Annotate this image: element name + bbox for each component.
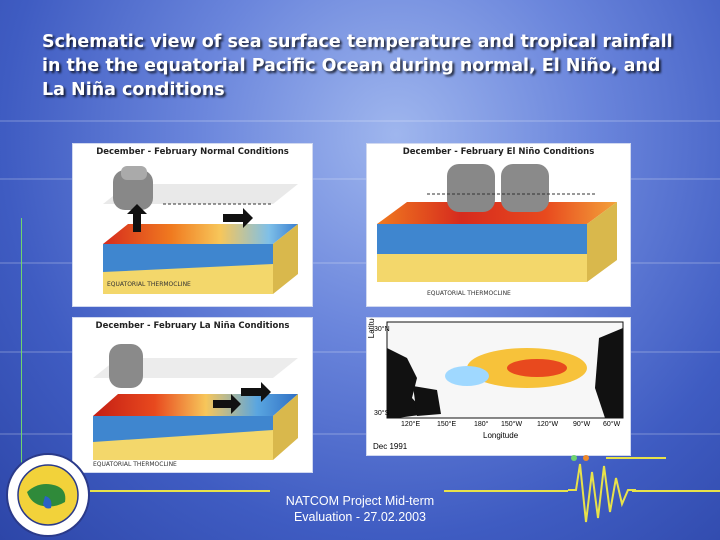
decorative-line [606, 457, 666, 459]
convection-cloud-icon [109, 344, 143, 388]
lat-tick: 30°N [374, 326, 390, 333]
convection-cloud-icon [447, 164, 549, 212]
thermocline-label: EQUATORIAL THERMOCLINE [427, 290, 511, 297]
background-streak [0, 351, 720, 353]
el-nino-conditions-panel: December - February El Niño Conditions E… [366, 143, 631, 307]
slide-footer: NATCOM Project Mid-term Evaluation - 27.… [262, 493, 458, 525]
background-streak [0, 178, 720, 180]
ocean-block-diagram [93, 344, 298, 460]
thermocline-label: EQUATORIAL THERMOCLINE [107, 281, 191, 288]
rainfall-anomaly-core [507, 359, 567, 377]
lon-tick: 120°W [537, 421, 559, 428]
land-mass-asia [387, 348, 427, 418]
organization-seal-icon [6, 453, 90, 537]
background-streak [0, 262, 720, 264]
lon-tick: 60°W [603, 421, 621, 428]
date-label: Dec 1991 [373, 442, 408, 451]
x-axis-label: Longitude [483, 431, 519, 440]
normal-conditions-panel: December - February Normal Conditions EQ… [72, 143, 313, 307]
lat-tick: 30°S [374, 410, 390, 417]
footer-line: NATCOM Project Mid-term [285, 494, 435, 508]
land-mass-americas [595, 328, 623, 418]
lon-tick: 90°W [573, 421, 591, 428]
decorative-line [90, 490, 270, 492]
panel-title: December - February Normal Conditions [96, 147, 289, 157]
background-streak [0, 433, 720, 435]
lon-tick: 150°W [501, 421, 523, 428]
ocean-block-diagram [377, 164, 617, 282]
dry-anomaly-region [445, 366, 489, 386]
map-svg [386, 321, 624, 419]
y-axis-label: Latitude [367, 317, 376, 339]
vertical-rule [21, 218, 22, 480]
ocean-block-diagram [103, 166, 298, 294]
lon-tick: 120°E [401, 421, 421, 428]
convection-cloud-icon [113, 166, 153, 210]
panel-title: December - February El Niño Conditions [402, 147, 595, 157]
slide-title: Schematic view of sea surface temperatur… [42, 32, 673, 100]
decorative-line [632, 490, 720, 492]
thermocline-label: EQUATORIAL THERMOCLINE [93, 461, 177, 468]
background-streak [0, 120, 720, 122]
footer-line: Evaluation - 27.02.2003 [293, 510, 427, 524]
decorative-line [444, 490, 568, 492]
panel-title: December - February La Niña Conditions [95, 321, 290, 331]
seismograph-icon [568, 455, 636, 523]
lon-tick: 180° [474, 421, 489, 428]
rainfall-anomaly-map: Latitude 30°N 30°S 120°E 150°E 180° 150°… [366, 317, 631, 456]
la-nina-conditions-panel: December - February La Niña Conditions E… [72, 317, 313, 473]
land-mass-australia [413, 386, 441, 416]
lon-tick: 150°E [437, 421, 457, 428]
